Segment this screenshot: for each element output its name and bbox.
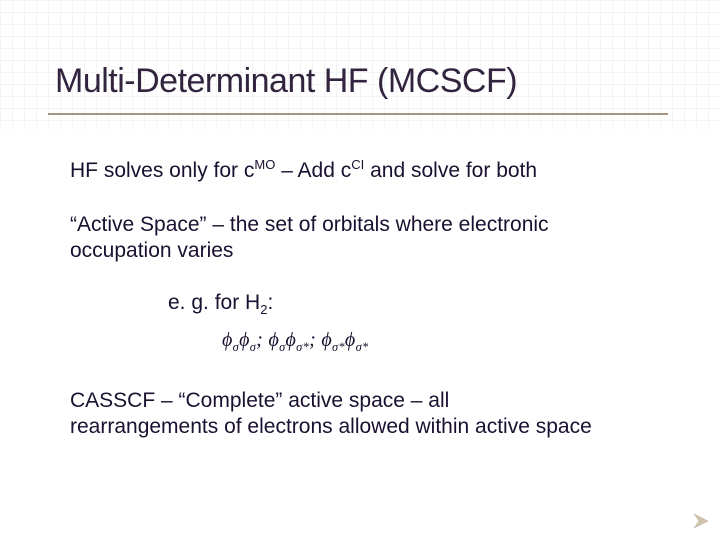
slide-container: Multi-Determinant HF (MCSCF) HF solves o…: [0, 0, 720, 540]
title-underline: [48, 113, 668, 115]
f-sigstar-2: σ*: [332, 340, 345, 354]
line3-post: :: [267, 291, 273, 314]
f-phi-3: ϕ: [268, 329, 279, 351]
f-phi-5: ϕ: [321, 329, 332, 351]
f-sep-2: ;: [309, 329, 316, 351]
f-phi-4: ϕ: [286, 329, 297, 351]
line1-sup2: CI: [351, 157, 364, 172]
f-sep-1: ;: [256, 329, 263, 351]
f-sigstar-1: σ*: [296, 340, 309, 354]
line-casscf: CASSCF – “Complete” active space – all r…: [70, 388, 600, 441]
line1-post: and solve for both: [364, 159, 537, 182]
f-phi-1: ϕ: [222, 329, 233, 351]
line1-mid: – Add c: [275, 159, 351, 182]
formula-phi-sigma: ϕσϕσ; ϕσϕσ*; ϕσ*ϕσ*: [222, 328, 368, 353]
slide-title: Multi-Determinant HF (MCSCF): [55, 62, 517, 101]
f-phi-2: ϕ: [239, 329, 250, 351]
f-phi-6: ϕ: [345, 329, 356, 351]
f-sigstar-3: σ*: [356, 340, 369, 354]
line3-pre: e. g. for H: [168, 291, 260, 314]
line1-pre: HF solves only for c: [70, 159, 254, 182]
line-hf-solves: HF solves only for cMO – Add cCI and sol…: [70, 158, 537, 184]
line-eg-h2: e. g. for H2:: [168, 290, 273, 316]
corner-marker-icon: [692, 512, 710, 535]
line1-sup1: MO: [254, 157, 275, 172]
line-active-space: “Active Space” – the set of orbitals whe…: [70, 212, 650, 265]
